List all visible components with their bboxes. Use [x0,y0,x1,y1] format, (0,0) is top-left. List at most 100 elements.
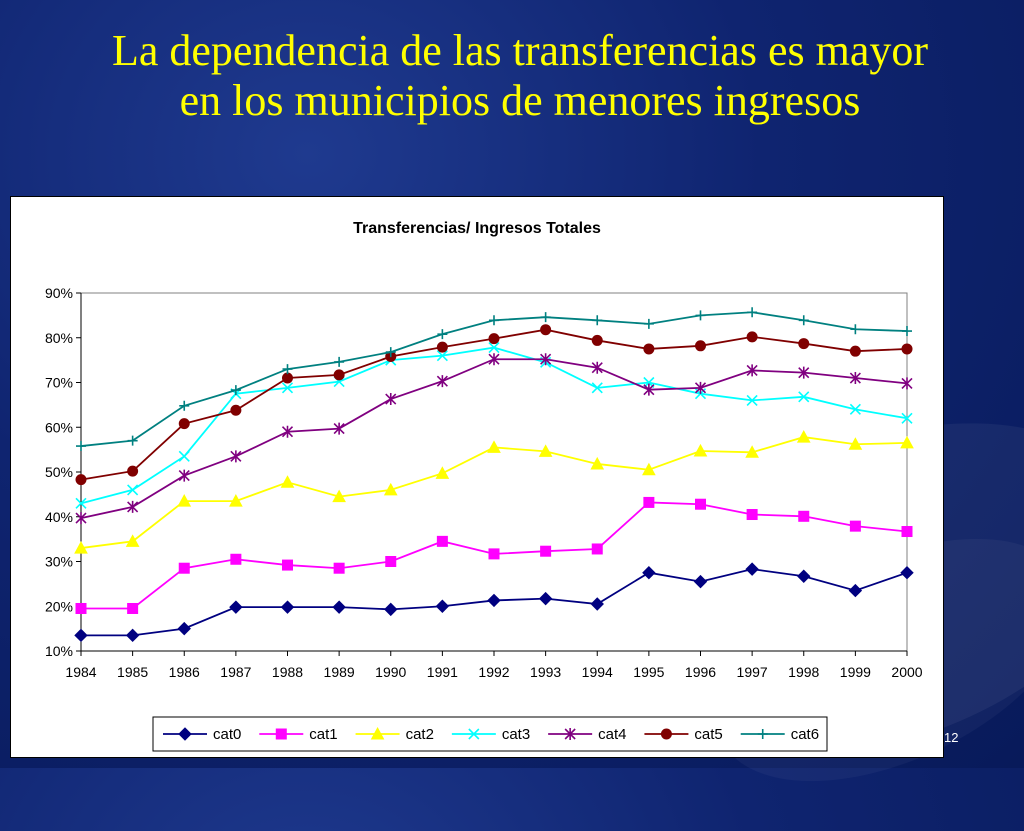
x-tick-label: 1988 [272,664,303,680]
legend-marker-cat3 [468,728,480,740]
data-point-cat6 [643,318,654,329]
y-tick-label: 50% [45,464,73,480]
x-tick-label: 1984 [65,664,96,680]
data-point-cat5 [230,404,242,416]
data-point-cat1 [127,602,139,614]
data-point-cat5 [333,369,345,381]
series-line-cat4 [80,358,908,519]
data-point-cat4 [281,425,294,438]
data-point-cat5 [798,338,810,350]
legend-marker-cat2 [370,726,385,740]
legend-label-cat4: cat4 [598,726,626,743]
data-point-cat0 [125,628,140,643]
data-point-cat5 [75,474,87,486]
data-point-cat6 [385,347,396,358]
y-tick-label: 60% [45,419,73,435]
data-point-cat0 [848,583,863,598]
data-point-cat5 [849,345,861,357]
series-line-cat5 [80,328,908,481]
x-tick-label: 1991 [427,664,458,680]
data-point-cat3 [849,403,861,415]
x-tick-label: 1994 [582,664,613,680]
x-tick-label: 1996 [685,664,716,680]
data-point-cat2 [642,462,656,476]
data-point-cat6 [76,441,86,452]
slide-title: La dependencia de las transferencias es … [20,26,1020,126]
y-tick-label: 70% [45,375,73,391]
data-point-cat6 [540,312,551,323]
data-point-cat1 [230,553,242,565]
data-point-cat0 [693,574,708,589]
data-point-cat0 [900,565,914,580]
data-point-cat2 [383,482,398,496]
data-point-cat4 [127,500,139,513]
data-point-cat3 [591,382,603,394]
data-point-cat6 [747,307,758,318]
data-point-cat4 [849,372,861,385]
data-point-cat4 [385,393,397,406]
x-tick-label: 1998 [788,664,819,680]
x-tick-label: 1986 [169,664,200,680]
data-point-cat5 [178,418,190,430]
data-point-cat1 [849,520,861,532]
y-tick-label: 20% [45,598,73,614]
data-point-cat2 [332,489,346,503]
data-point-cat6 [334,356,345,367]
data-point-cat0 [229,600,243,614]
data-point-cat4 [901,377,913,390]
data-point-cat4 [643,383,655,396]
data-point-cat2 [280,475,295,488]
x-tick-label: 1989 [324,664,355,680]
data-point-cat2 [900,435,914,449]
data-point-cat5 [695,340,706,352]
slide-number: 12 [944,730,959,745]
data-point-cat2 [693,443,708,457]
legend-label-cat5: cat5 [694,726,722,743]
legend-marker-cat5 [660,728,672,740]
data-point-cat3 [436,350,448,362]
legend-marker-cat6 [757,729,768,739]
data-point-cat1 [643,496,655,508]
data-point-cat2 [435,466,450,479]
data-point-cat1 [436,535,448,547]
data-point-cat4 [798,366,810,379]
data-point-cat0 [177,621,191,636]
data-point-cat1 [746,509,758,521]
chart-title: Transferencias/ Ingresos Totales [353,220,601,237]
data-point-cat4 [230,450,242,463]
data-point-cat0 [74,628,88,643]
data-point-cat2 [796,430,811,443]
data-point-cat0 [642,565,656,580]
data-point-cat6 [489,315,499,326]
legend-marker-cat1 [275,728,287,740]
x-tick-label: 1995 [633,664,664,680]
data-point-cat4 [436,375,448,388]
data-point-cat5 [127,465,139,477]
data-point-cat0 [384,602,398,617]
x-tick-label: 1990 [375,664,406,680]
data-point-cat2 [848,437,863,450]
legend-label-cat6: cat6 [791,726,819,743]
y-tick-label: 40% [45,509,73,525]
data-point-cat3 [178,450,190,462]
data-point-cat2 [487,440,501,453]
data-point-cat6 [850,324,861,335]
data-point-cat5 [901,343,913,355]
x-tick-label: 1985 [117,664,148,680]
data-point-cat0 [745,562,759,576]
data-point-cat0 [797,569,811,583]
legend-marker-cat0 [178,727,192,741]
data-point-cat4 [178,469,190,482]
data-point-cat6 [437,329,448,340]
data-point-cat3 [75,497,87,509]
x-tick-label: 1992 [478,664,509,680]
data-point-cat3 [746,394,758,406]
data-point-cat1 [333,562,345,574]
data-point-cat0 [332,600,346,614]
data-point-cat1 [798,510,810,522]
data-point-cat2 [590,456,605,470]
data-point-cat5 [643,343,655,355]
data-point-cat1 [488,548,500,560]
data-point-cat4 [694,381,707,394]
slide-title-line-2: en los municipios de menores ingresos [179,76,861,125]
